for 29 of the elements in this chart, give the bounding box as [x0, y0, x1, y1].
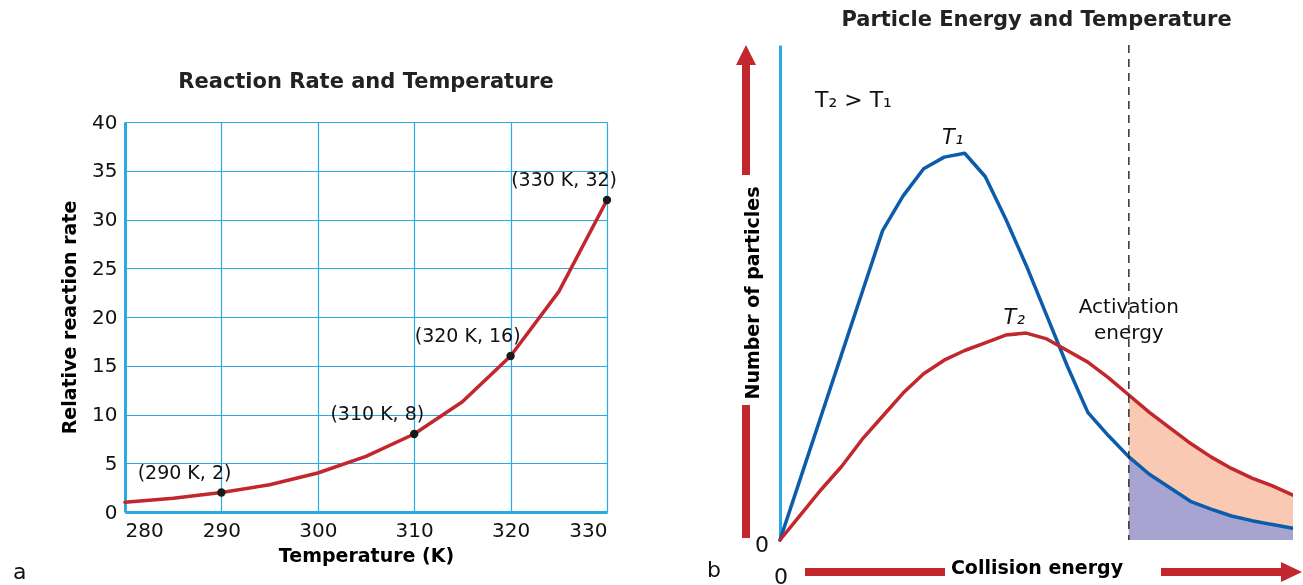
y-tick-label: 0	[104, 499, 118, 524]
x-tick-label: 290	[202, 517, 241, 542]
x-axis-title: Collision energy	[950, 555, 1124, 578]
y-tick-label: 15	[92, 353, 118, 378]
y-tick-label: 30	[92, 207, 118, 231]
chart-title: Reaction Rate and Temperature	[178, 69, 554, 93]
x-tick-label: 330	[569, 517, 608, 542]
text: Activation energy	[1078, 294, 1179, 344]
chart-title: Particle Energy and Temperature	[841, 7, 1232, 32]
y-tick-label: 20	[92, 304, 118, 329]
y-tick-label: 10	[92, 402, 118, 426]
x-tick-label: 320	[492, 517, 531, 542]
text: 0	[774, 564, 788, 585]
series-label: T₁	[942, 125, 964, 150]
y-axis-title: Number of particles	[740, 186, 763, 400]
y-tick-label: 25	[92, 255, 118, 280]
series-label: T₂	[1003, 305, 1026, 330]
x-tick-label: 310	[395, 517, 434, 542]
y-tick-label: 40	[92, 109, 118, 134]
x-tick-label: 300	[299, 517, 338, 542]
text: b	[707, 557, 721, 582]
x-axis-title: Temperature (K)	[278, 543, 455, 566]
x-tick-label: 280	[125, 517, 164, 542]
y-axis-title: Relative reaction rate	[58, 200, 81, 435]
text: T₂ > T₁	[814, 87, 892, 112]
text: 0	[755, 532, 769, 557]
y-tick-label: 5	[104, 450, 118, 475]
y-tick-label: 35	[92, 158, 118, 183]
text: a	[13, 559, 27, 584]
